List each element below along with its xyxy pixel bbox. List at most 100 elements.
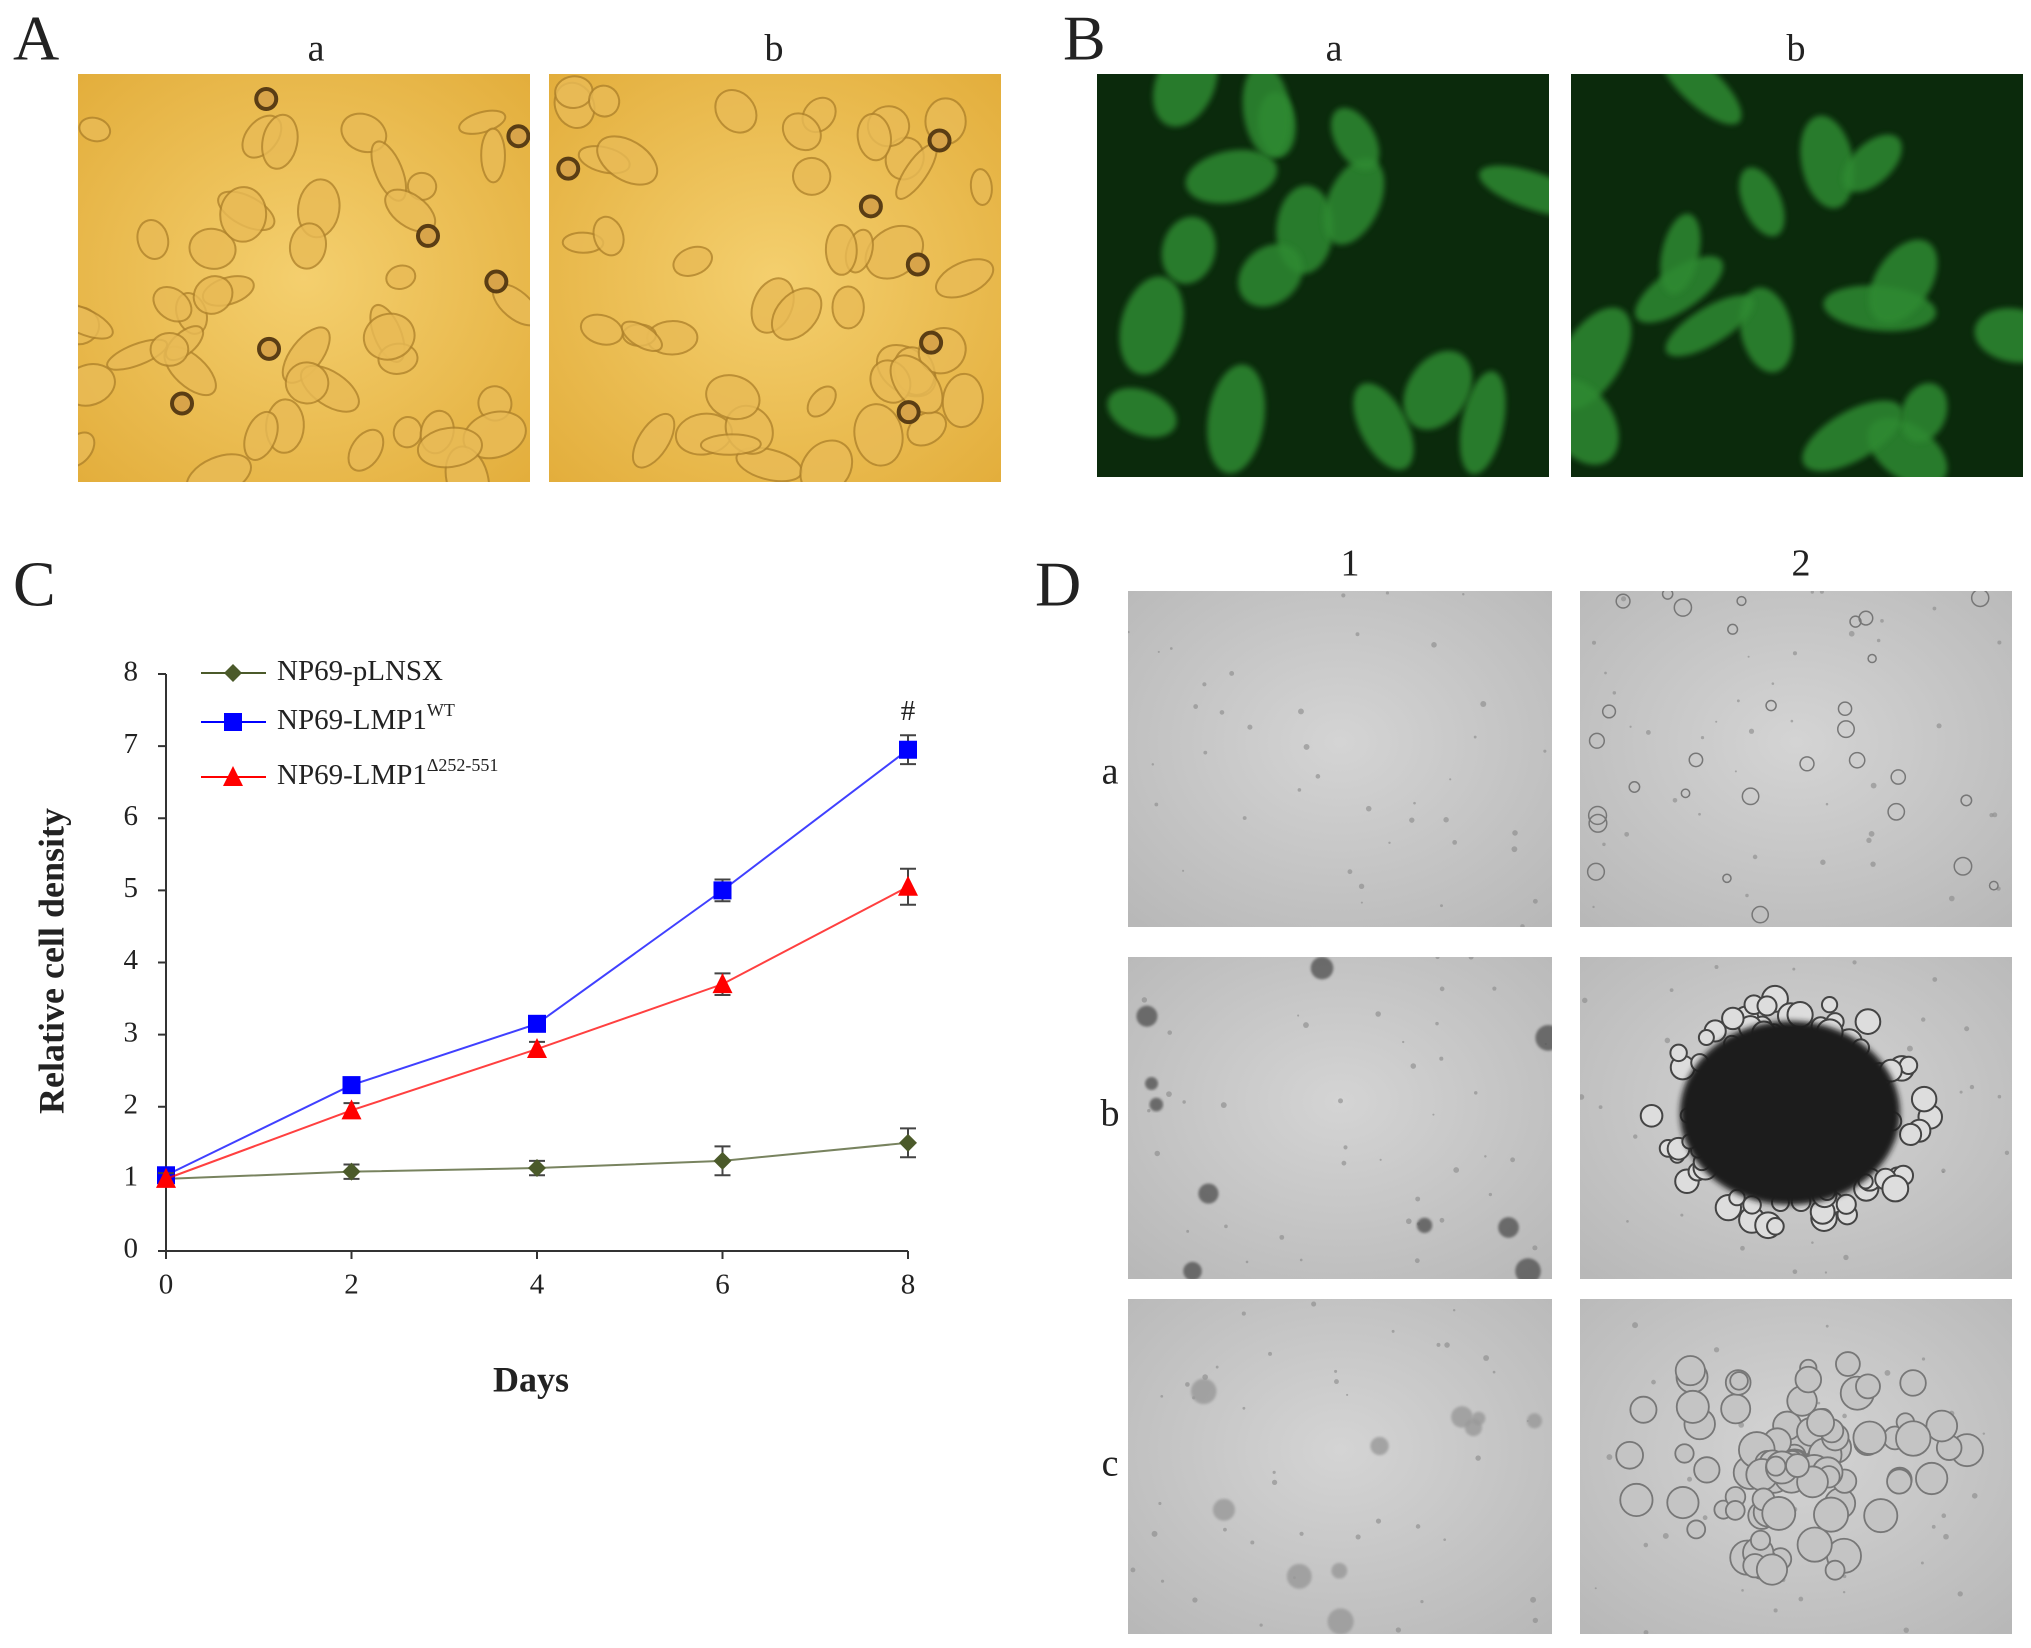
debris [1606,1454,1613,1460]
single-cell [1688,752,1704,768]
single-cell [1867,653,1877,664]
debris [1474,1091,1478,1095]
single-cell [1661,591,1674,600]
debris [1158,1501,1162,1506]
debris [1629,725,1632,728]
debris [1870,861,1876,867]
micrograph-content [1571,74,2023,477]
round-cell [896,400,921,425]
debris [1866,837,1872,844]
cell [385,264,417,291]
debris [1824,1271,1828,1274]
colony-cell [1765,1455,1787,1477]
colony-cell [1886,1468,1913,1495]
y-tick-label: 7 [124,728,139,760]
cell [889,354,944,415]
cell [770,287,823,341]
line-chart: 0 1 2 3 4 5 6 7 8 0 2 4 6 8 Days Relative cell density N… [31,655,918,1399]
debris [1842,1590,1846,1594]
round-cell [927,128,952,153]
debris [1982,1432,1986,1435]
debris [1971,1493,1978,1499]
debris [1449,778,1452,781]
debris [1645,730,1651,735]
colony-edge-cell [1820,996,1839,1014]
fluorescent-cell [1353,383,1414,470]
debris [1632,1322,1639,1329]
debris [1817,1401,1821,1405]
micrograph-background [1571,74,2023,477]
cell [831,285,865,330]
debris [1592,905,1595,909]
debris [1299,1531,1304,1536]
colony-cell [1863,1498,1899,1534]
debris [1530,1596,1537,1603]
y-tick-label: 0 [124,1233,139,1265]
series-line [165,885,909,1180]
debris [1773,1608,1778,1613]
fluorescent-cell [1665,295,1755,357]
cell [261,113,299,170]
debris [1440,904,1443,908]
debris [1662,1532,1669,1539]
panel-label: A [13,3,59,74]
cell [136,219,170,260]
debris [1680,1213,1684,1217]
cell [78,116,112,143]
colony-edge-cell [1881,1174,1910,1203]
debris [1992,812,1998,818]
colony [1370,1436,1389,1456]
fluorescent-cell [1802,400,1903,472]
colony-cell [1813,1496,1850,1533]
debris [1473,735,1477,739]
cell [416,426,483,469]
cell [284,361,330,405]
cell [596,135,659,186]
fluorescent-cell [1207,364,1266,474]
debris [1651,1379,1656,1385]
debris [1483,1355,1490,1361]
debris [1250,1540,1255,1545]
legend-marker [223,766,243,786]
debris [1298,708,1304,715]
single-cell [1960,794,1973,807]
debris [1948,895,1955,902]
column-label: b [765,28,784,70]
cell [185,453,252,482]
single-cell [1722,873,1732,884]
legend-superscript: WT [427,700,455,720]
micrograph-content [1128,957,1552,1279]
colony [1190,1378,1217,1405]
cell [347,428,385,472]
cell [588,84,621,118]
single-cell [1953,856,1973,876]
debris [1591,640,1597,645]
single-cell [1848,751,1866,769]
debris [1334,1379,1339,1385]
single-cell [1673,598,1693,617]
debris [1242,816,1247,820]
debris [1358,883,1365,890]
debris [1443,817,1449,823]
cell [78,302,114,340]
panel-label: C [13,549,56,620]
debris [1624,831,1630,837]
cell [78,363,116,407]
marker [898,875,918,896]
single-cell [1988,880,1999,891]
debris [1245,1260,1249,1264]
cell [480,127,506,184]
single-cell [1765,699,1777,712]
colony-cell [1619,1482,1654,1518]
fluorescent-cell [1323,158,1385,245]
debris [1714,964,1719,969]
debris [1414,1258,1420,1264]
cell [78,431,96,468]
legend-entry: NP69-LMP1Δ252-551 [277,755,498,791]
cell [969,168,993,206]
debris [1167,1030,1172,1035]
micrograph-content [1580,957,2012,1279]
cell [192,275,234,315]
micrograph-content [1580,591,2012,927]
x-tick-label: 0 [159,1269,174,1301]
